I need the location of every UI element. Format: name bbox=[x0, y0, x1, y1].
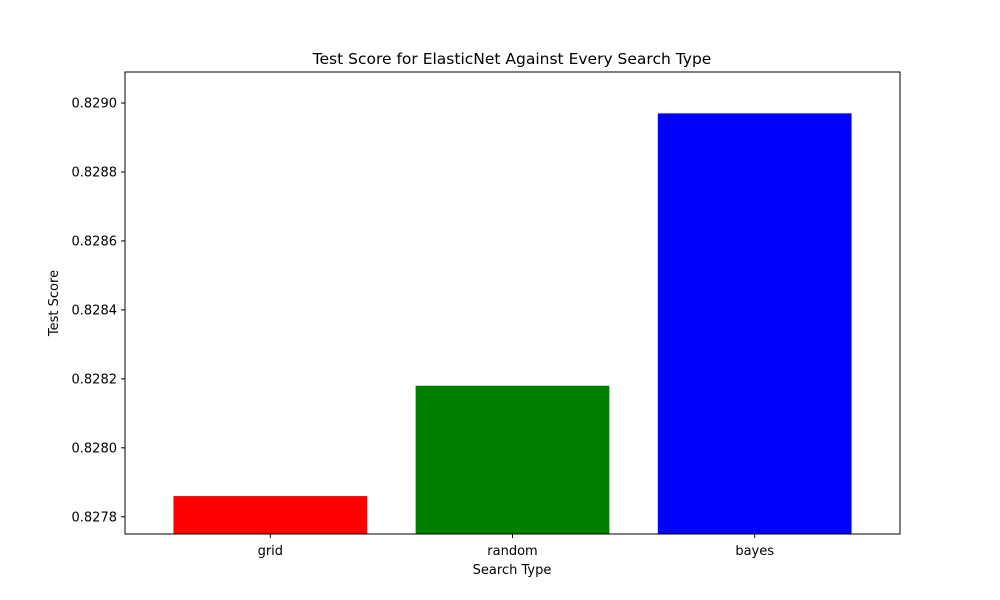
y-tick-label: 0.8288 bbox=[72, 165, 118, 180]
x-tick-label: grid bbox=[258, 544, 283, 559]
bar-bayes bbox=[657, 113, 852, 534]
y-tick-label: 0.8278 bbox=[72, 510, 118, 525]
bar-grid bbox=[173, 496, 368, 534]
y-axis-label: Test Score bbox=[47, 270, 62, 337]
y-tick-label: 0.8284 bbox=[72, 303, 118, 318]
bars-layer bbox=[173, 113, 852, 534]
x-tick-label: random bbox=[487, 544, 537, 559]
y-axis: 0.8278 0.8280 0.8282 0.8284 0.8286 0.8288 0.82… bbox=[72, 97, 125, 525]
x-axis: grid random bayes bbox=[258, 534, 774, 559]
y-tick-label: 0.8290 bbox=[72, 97, 118, 112]
y-tick-label: 0.8282 bbox=[72, 372, 118, 387]
chart-title: Test Score for ElasticNet Against Every … bbox=[312, 50, 712, 68]
x-axis-label: Search Type bbox=[473, 563, 552, 578]
x-tick-label: bayes bbox=[735, 544, 774, 559]
bar-random bbox=[415, 385, 610, 534]
y-tick-label: 0.8286 bbox=[72, 234, 118, 249]
y-tick-label: 0.8280 bbox=[72, 441, 118, 456]
